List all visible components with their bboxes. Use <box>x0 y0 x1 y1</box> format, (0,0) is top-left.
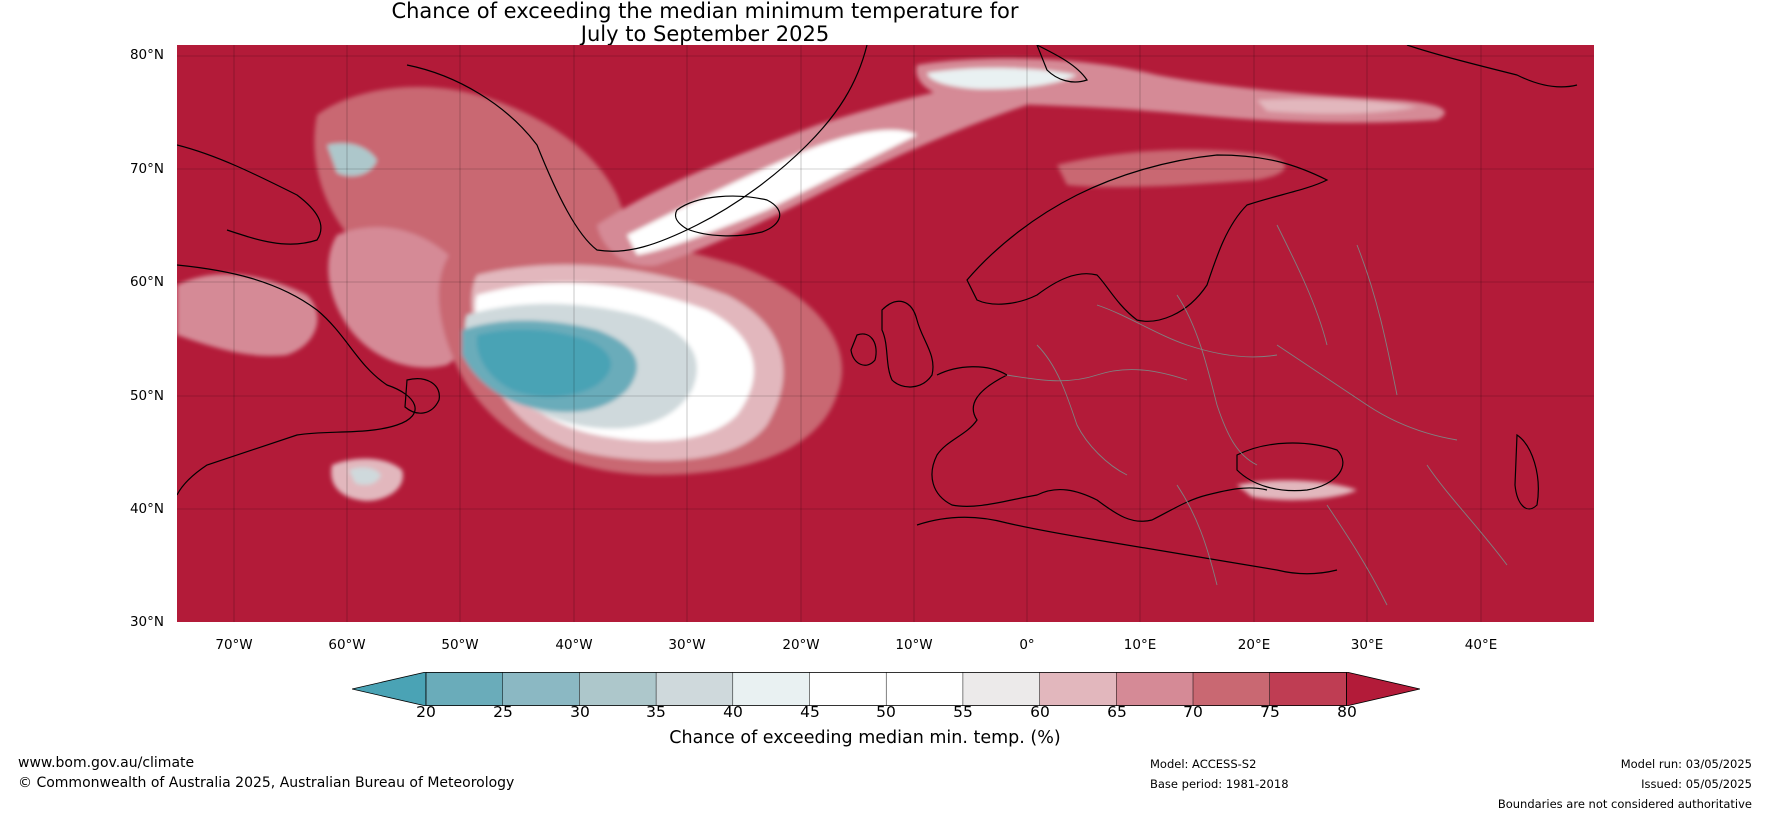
coast-black-sea <box>1236 442 1344 492</box>
lat-label-70n: 70°N <box>129 161 164 177</box>
footer-disclaimer: Boundaries are not considered authoritat… <box>1497 797 1752 811</box>
lat-label-80n: 80°N <box>129 47 164 63</box>
lon-label-60w: 60°W <box>328 637 366 653</box>
coast-caspian <box>1514 433 1539 510</box>
probability-field <box>177 58 1445 501</box>
coast-ireland <box>850 333 877 366</box>
field-patch-svalbard-light <box>927 67 1077 90</box>
colorbar-tick-50: 50 <box>876 703 896 721</box>
colorbar-tick-45: 45 <box>800 703 820 721</box>
field-patch-barents-light <box>1257 98 1417 114</box>
lon-label-10e: 10°E <box>1123 637 1157 653</box>
lat-label-60n: 60°N <box>129 274 164 290</box>
footer-website: www.bom.gov.au/climate <box>18 755 195 771</box>
colorbar <box>352 672 1420 706</box>
colorbar-tick-65: 65 <box>1107 703 1127 721</box>
chart-title: Chance of exceeding the median minimum t… <box>0 0 1770 46</box>
colorbar-segment <box>1193 672 1270 706</box>
coast-novaya <box>1406 45 1578 88</box>
coast-north-africa <box>916 516 1338 575</box>
map-panel <box>177 45 1594 622</box>
coast-iceland <box>674 195 781 237</box>
colorbar-tick-80: 80 <box>1337 703 1357 721</box>
colorbar-tick-35: 35 <box>646 703 666 721</box>
borders <box>1006 224 1508 606</box>
colorbar-tick-70: 70 <box>1183 703 1203 721</box>
lon-label-10w: 10°W <box>895 637 933 653</box>
lon-label-20w: 20°W <box>782 637 820 653</box>
lon-label-40e: 40°E <box>1464 637 1498 653</box>
colorbar-segment <box>809 672 887 706</box>
field-patch-sw-atlantic-core <box>349 467 381 485</box>
field-patch-labrador <box>328 227 478 368</box>
colorbar-tick-25: 25 <box>493 703 513 721</box>
colorbar-low-extend <box>352 672 427 706</box>
lon-label-70w: 70°W <box>215 637 253 653</box>
lat-label-40n: 40°N <box>129 501 164 517</box>
colorbar-segment <box>886 672 963 706</box>
lat-label-30n: 30°N <box>129 614 164 630</box>
lon-label-30e: 30°E <box>1350 637 1384 653</box>
colorbar-tick-40: 40 <box>723 703 743 721</box>
lat-label-50n: 50°N <box>129 388 164 404</box>
lon-label-40w: 40°W <box>555 637 593 653</box>
title-line-2: July to September 2025 <box>580 22 830 46</box>
colorbar-segment <box>962 672 1040 706</box>
lon-label-20e: 20°E <box>1237 637 1271 653</box>
colorbar-label: Chance of exceeding median min. temp. (%… <box>669 728 1061 748</box>
map-canvas <box>177 45 1594 622</box>
colorbar-tick-60: 60 <box>1030 703 1050 721</box>
field-patch-canada-coast <box>177 274 318 356</box>
coast-svalbard <box>1036 45 1088 83</box>
colorbar-tick-55: 55 <box>953 703 973 721</box>
colorbar-segment <box>1039 672 1117 706</box>
footer-model-run: Model run: 03/05/2025 <box>1620 757 1752 771</box>
colorbar-tick-20: 20 <box>416 703 436 721</box>
footer-copyright: © Commonwealth of Australia 2025, Austra… <box>18 775 515 791</box>
footer-model: Model: ACCESS-S2 <box>1150 757 1257 771</box>
lon-label-50w: 50°W <box>441 637 479 653</box>
colorbar-tick-30: 30 <box>570 703 590 721</box>
title-line-1: Chance of exceeding the median minimum t… <box>391 0 1019 23</box>
coast-labrador <box>177 264 416 496</box>
field-patch-baffin-core <box>327 143 377 177</box>
colorbar-segment <box>426 672 503 706</box>
colorbar-high-extend <box>1346 672 1420 706</box>
coastlines <box>177 45 1578 575</box>
colorbar-segment <box>1116 672 1193 706</box>
field-patch-norway-coast <box>1057 149 1286 188</box>
colorbar-segment <box>732 672 810 706</box>
lon-label-30w: 30°W <box>668 637 706 653</box>
colorbar-segment <box>502 672 580 706</box>
footer-base-period: Base period: 1981-2018 <box>1150 777 1289 791</box>
colorbar-tick-75: 75 <box>1260 703 1280 721</box>
colorbar-segment <box>1269 672 1347 706</box>
coast-britain <box>881 300 934 388</box>
colorbar-segment <box>579 672 657 706</box>
field-patch-natl-core2 <box>477 329 611 397</box>
graticule <box>177 45 1594 622</box>
coast-europe <box>931 366 1268 522</box>
colorbar-segment <box>656 672 733 706</box>
footer-issued: Issued: 05/05/2025 <box>1641 777 1752 791</box>
coast-greenland <box>406 45 868 252</box>
coast-newfoundland <box>404 378 440 414</box>
lon-label-0: 0° <box>1019 637 1035 653</box>
coast-scandinavia <box>966 154 1329 322</box>
coast-baffin <box>177 144 322 245</box>
